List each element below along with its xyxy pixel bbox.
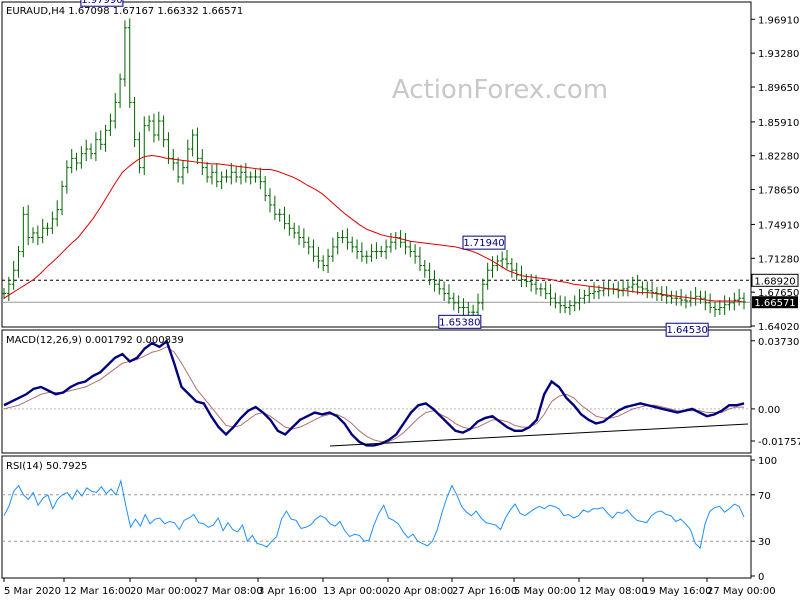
rsi-label: RSI(14) 50.7925 (6, 461, 87, 472)
price-tick-label: 1.74910 (758, 220, 799, 231)
moving-average-line (3, 155, 745, 303)
macd-tick-label: 0.00 (758, 405, 780, 416)
price-tick-label: 1.67650 (758, 288, 799, 299)
symbol-label: EURAUD,H4 1.67098 1.67167 1.66332 1.6657… (6, 6, 243, 17)
annotation-label: 1.65380 (439, 317, 480, 328)
price-tick-label: 1.93280 (758, 49, 799, 60)
time-tick-label: 27 Apr 16:00 (452, 586, 517, 597)
annotation-box (80, 0, 124, 7)
macd-tick-label: -0.017577 (758, 437, 800, 448)
rsi-axis: 100 70 30 0 (2, 456, 777, 583)
time-tick-label: 27 Mar 08:00 (196, 586, 263, 597)
price-candles (2, 18, 746, 320)
price-tick-label: 1.85910 (758, 118, 799, 129)
annotation-label: 1.97990 (81, 0, 122, 6)
rsi-tick-label: 70 (758, 491, 771, 502)
current-price-tag: 1.66571 (754, 298, 795, 309)
macd-line (3, 339, 745, 447)
price-axis: 1.96910 1.93280 1.89650 1.85910 1.82280 1.786… (751, 15, 799, 333)
price-tick-label: 1.78650 (758, 186, 799, 197)
macd-signal-line (3, 346, 744, 443)
price-panel-frame (1, 1, 752, 328)
time-tick-label: 27 May 00:00 (707, 586, 776, 597)
time-tick-label: 5 Mar 2020 (4, 586, 61, 597)
time-tick-label: 13 Apr 00:00 (323, 586, 388, 597)
price-tick-label: 1.89650 (758, 83, 799, 94)
price-annotations: 1.97990 1.71940 1.65380 1.64530 (80, 0, 709, 337)
time-tick-label: 12 May 08:00 (579, 586, 648, 597)
annotation-box (462, 235, 506, 250)
annotation-label: 1.64530 (666, 325, 707, 336)
rsi-tick-label: 100 (758, 456, 777, 467)
price-tick-label: 1.96910 (758, 15, 799, 26)
level-tag-bg (751, 273, 799, 287)
macd-axis: 0.037301 0.00 -0.017577 (751, 337, 800, 448)
level-tag: 1.68920 (754, 276, 795, 287)
macd-label: MACD(12,26,9) 0.001792 0.000839 (6, 335, 184, 346)
time-axis: 5 Mar 2020 12 Mar 16:00 20 Mar 00:00 27 Mar… (3, 578, 776, 597)
price-tick-label: 1.82280 (758, 152, 799, 163)
current-price-tag-bg (752, 296, 798, 309)
time-tick-label: 5 May 00:00 (514, 586, 576, 597)
rsi-panel-frame (1, 455, 752, 579)
watermark: ActionForex.com (392, 75, 608, 105)
macd-panel-frame (1, 329, 752, 454)
time-tick-label: 19 May 16:00 (643, 586, 712, 597)
time-tick-label: 20 Apr 08:00 (388, 586, 453, 597)
time-tick-label: 12 Mar 16:00 (64, 586, 131, 597)
macd-trendline (329, 423, 749, 447)
price-tick-label: 1.64020 (758, 322, 799, 333)
rsi-line (3, 478, 745, 550)
rsi-tick-label: 30 (758, 537, 771, 548)
annotation-label: 1.71940 (463, 238, 504, 249)
macd-tick-label: 0.037301 (758, 337, 800, 348)
time-tick-label: 3 Apr 16:00 (258, 586, 317, 597)
time-tick-label: 20 Mar 00:00 (130, 586, 197, 597)
rsi-tick-label: 0 (758, 572, 764, 583)
annotation-box (438, 314, 482, 329)
annotation-box (665, 322, 709, 337)
price-tick-label: 1.71280 (758, 254, 799, 265)
